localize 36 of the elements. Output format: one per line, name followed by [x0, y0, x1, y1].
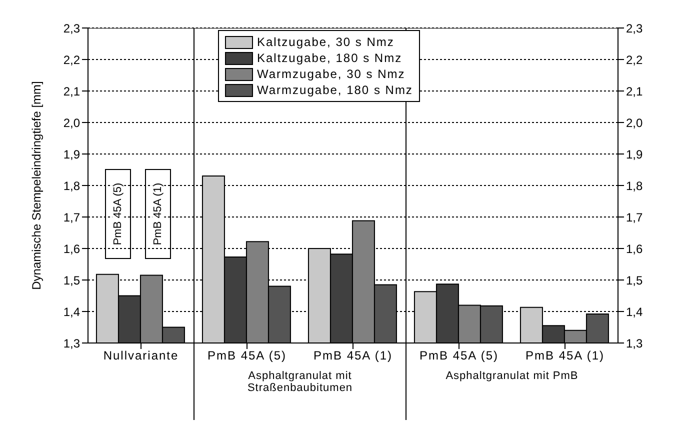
y2-tick-label: 1,7 — [626, 210, 644, 224]
y2-tick-label: 1,6 — [626, 242, 644, 256]
y-tick-label: 2,0 — [63, 116, 80, 130]
text: Asphaltgranulat mit Straßenbaubitumen — [246, 370, 354, 394]
y2-tick-label: 1,4 — [626, 304, 644, 319]
annotation: PmB 45A (1) — [152, 182, 164, 246]
y2-tick-label: 2,3 — [626, 21, 644, 36]
y-tick-label: 1,9 — [63, 147, 80, 162]
y-axis-title: Dynamische Stempeleindringtiefe [mm] — [29, 81, 44, 290]
y-tick-label: 1,6 — [63, 242, 80, 256]
x-tick-label: PmB 45A (1) — [525, 348, 605, 363]
x-tick-label: PmB 45A (5) — [207, 348, 287, 363]
y-tick-label: 1,5 — [63, 273, 80, 288]
y-tick-label: 2,2 — [63, 52, 80, 67]
x-tick-label: Nullvariante — [103, 348, 179, 363]
y-tick-label: 2,1 — [63, 84, 80, 98]
x-tick-label: PmB 45A (1) — [313, 348, 393, 363]
legend-label: Warmzugabe, 30 s Nmz — [257, 67, 406, 81]
x-tick-label: PmB 45A (5) — [419, 348, 499, 363]
legend-label: Kaltzugabe, 30 s Nmz — [257, 35, 394, 49]
y2-tick-label: 1,8 — [626, 178, 644, 193]
y-tick-label: 1,4 — [63, 304, 80, 319]
y2-tick-label: 1,9 — [626, 147, 644, 162]
y2-tick-label: 2,1 — [626, 84, 644, 98]
y-tick-label: 1,8 — [63, 178, 80, 193]
text: Asphaltgranulat mit PmB — [444, 370, 580, 382]
y-tick-label: 1,7 — [63, 210, 80, 224]
y2-tick-label: 1,5 — [626, 273, 644, 288]
y2-tick-label: 2,2 — [626, 52, 644, 67]
legend-label: Warmzugabe, 180 s Nmz — [257, 83, 413, 97]
y2-tick-label: 1,3 — [626, 336, 644, 350]
legend-label: Kaltzugabe, 180 s Nmz — [257, 51, 402, 65]
y2-tick-label: 2,0 — [626, 116, 644, 130]
y-tick-label: 1,3 — [63, 336, 80, 350]
y-tick-label: 2,3 — [63, 21, 80, 36]
annotation: PmB 45A (5) — [112, 182, 124, 246]
